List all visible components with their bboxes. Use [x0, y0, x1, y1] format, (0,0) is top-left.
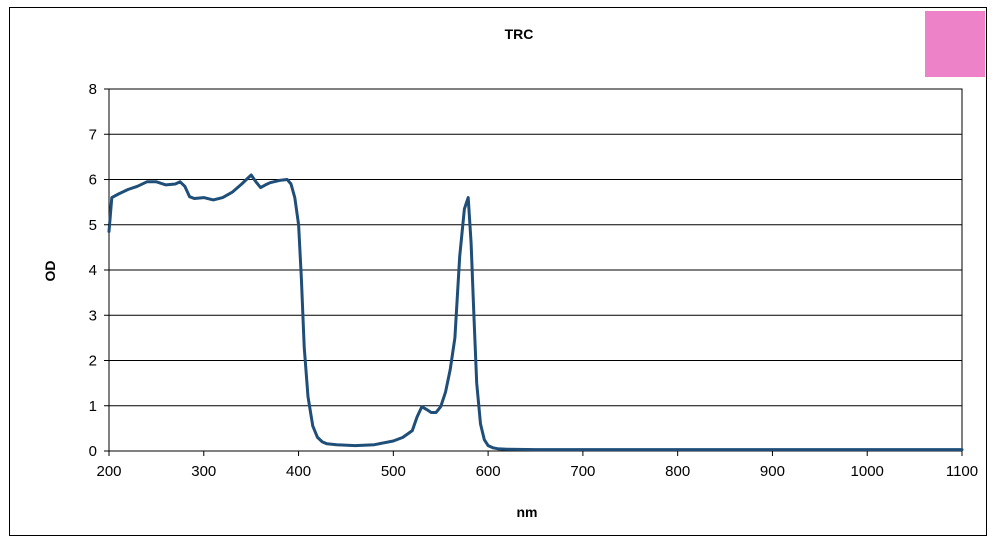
x-tick-label: 200	[96, 463, 121, 480]
legend-color-swatch	[925, 11, 985, 77]
chart-title: TRC	[505, 26, 534, 42]
y-tick-label: 6	[89, 172, 97, 189]
x-tick-label: 600	[476, 463, 501, 480]
x-tick-label: 300	[191, 463, 216, 480]
x-axis-title: nm	[517, 504, 538, 520]
y-tick-label: 3	[89, 307, 97, 324]
chart-frame: 200 300 400 500 600 700 800 900 1000 1100 0 1 2 3 4 5 6…	[9, 7, 987, 536]
x-tick-label: 400	[286, 463, 311, 480]
x-tick-label: 500	[381, 463, 406, 480]
y-axis-title: OD	[42, 261, 58, 282]
y-tick-label: 8	[89, 81, 97, 98]
y-tick-label: 4	[89, 262, 97, 279]
x-tick-label: 900	[760, 463, 785, 480]
y-tick-label: 7	[89, 126, 97, 143]
x-tick-label: 1000	[851, 463, 884, 480]
od-spectrum-line	[107, 173, 964, 452]
grid-lines	[109, 88, 962, 452]
y-tick-label: 1	[89, 398, 97, 415]
x-tick-label: 700	[570, 463, 595, 480]
y-axis-ticks: 0 1 2 3 4 5 6 7 8	[89, 81, 109, 460]
x-tick-label: 800	[665, 463, 690, 480]
series-layer	[107, 173, 964, 452]
y-tick-label: 2	[89, 353, 97, 370]
x-tick-label: 1100	[946, 463, 978, 480]
x-axis-ticks: 200 300 400 500 600 700 800 900 1000 1100	[96, 451, 978, 480]
chart-svg: 200 300 400 500 600 700 800 900 1000 1100 0 1 2 3 4 5 6…	[42, 11, 985, 520]
y-tick-label: 5	[89, 217, 97, 234]
y-tick-label: 0	[89, 443, 97, 460]
